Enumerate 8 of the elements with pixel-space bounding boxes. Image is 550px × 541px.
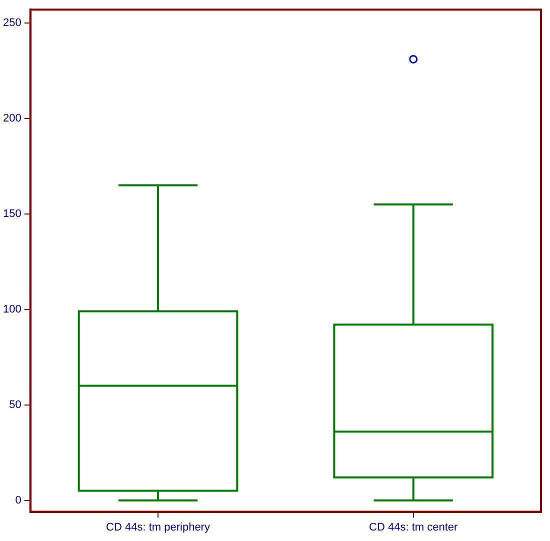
y-tick-label: 50 <box>9 398 22 411</box>
y-tick-label: 250 <box>2 17 22 29</box>
y-tick-label: 100 <box>2 303 22 316</box>
y-tick-label: 0 <box>15 494 22 506</box>
x-tick-label: CD 44s: tm center <box>369 521 458 534</box>
x-tick-label: CD 44s: tm periphery <box>106 521 210 534</box>
y-tick-label: 200 <box>2 112 22 124</box>
y-tick-label: 150 <box>2 208 22 220</box>
